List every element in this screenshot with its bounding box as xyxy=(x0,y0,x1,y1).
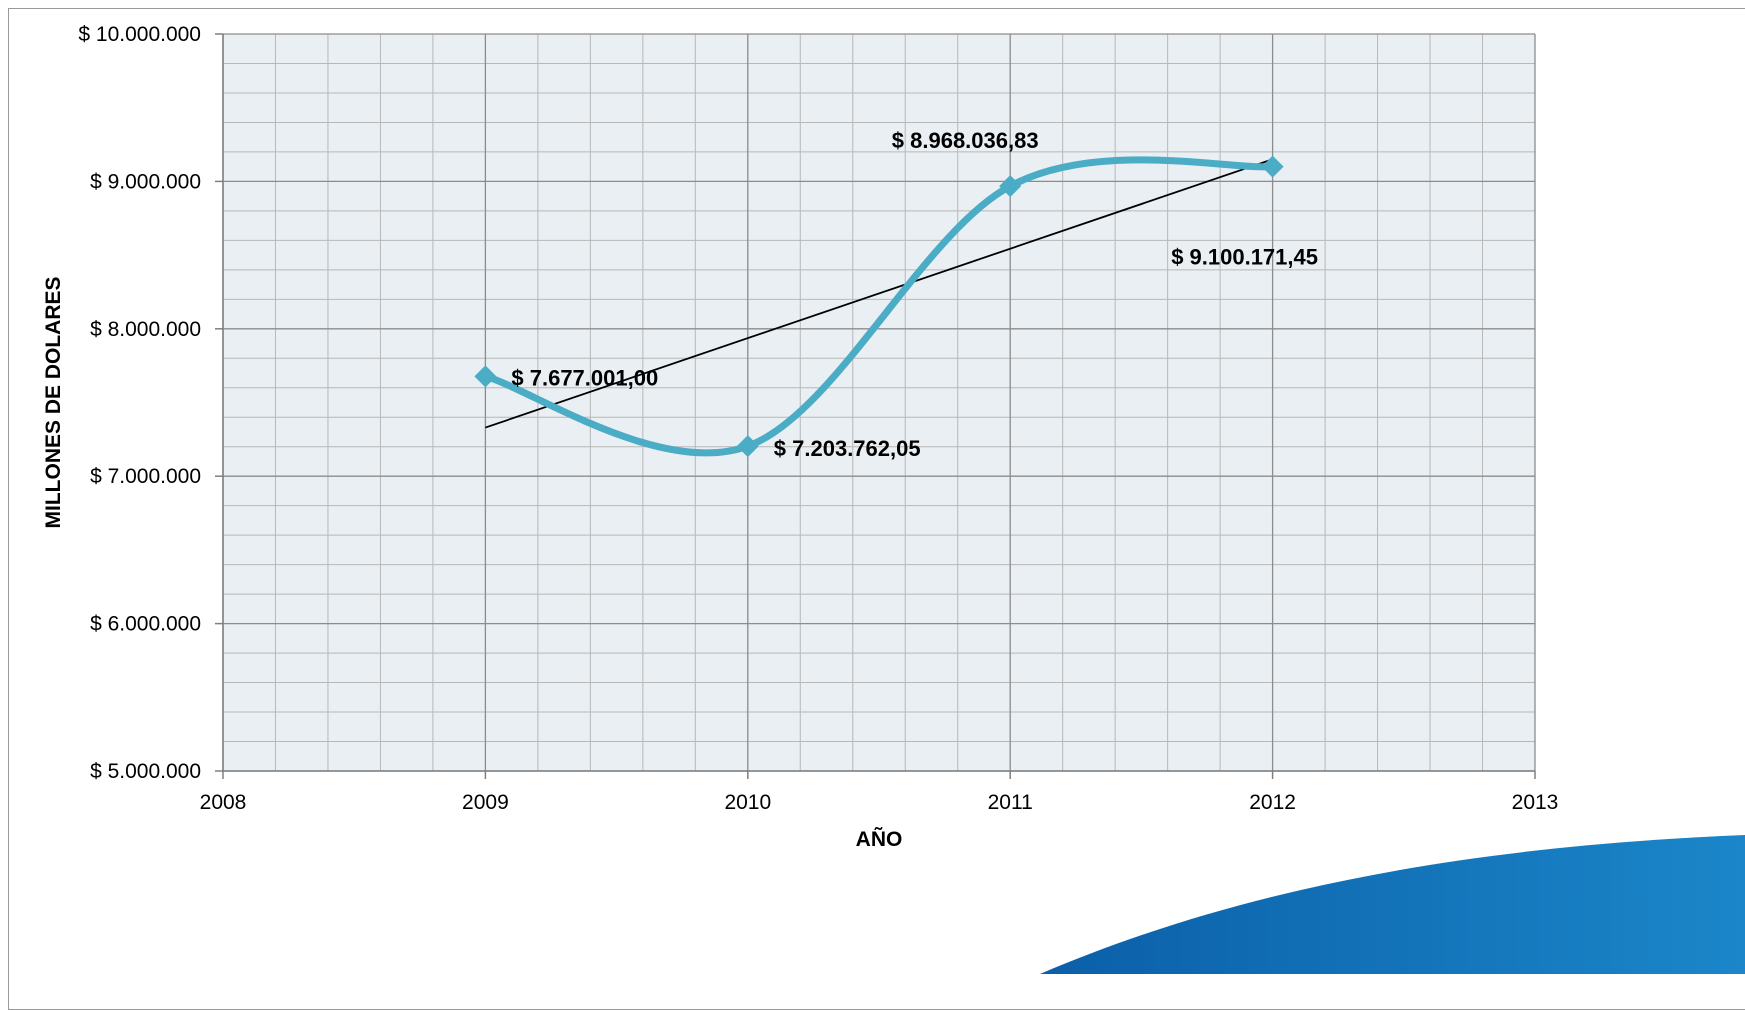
trendline-segment xyxy=(485,158,1273,429)
x-tick-label: 2008 xyxy=(200,791,247,814)
y-tick-label: $ 5.000.000 xyxy=(90,760,201,783)
data-markers xyxy=(474,155,1284,458)
x-tick-label: 2009 xyxy=(462,791,509,814)
data-labels: $ 7.677.001,00 $ 7.203.762,05 $ 8.968.036,… xyxy=(511,128,1318,461)
swoosh-shape xyxy=(1040,835,1745,974)
x-tick-label: 2011 xyxy=(988,791,1033,814)
y-axis-title: MILLONES DE DOLARES xyxy=(42,276,65,528)
data-label: $ 8.968.036,83 xyxy=(892,128,1039,153)
x-tick-label: 2010 xyxy=(724,791,771,814)
plot-area xyxy=(223,34,1535,771)
minor-gridlines xyxy=(223,34,1535,771)
data-point-marker xyxy=(1261,155,1284,178)
data-point-marker xyxy=(999,175,1022,198)
line-chart: $ 5.000.000 $ 6.000.000 $ 7.000.000 $ 8.000… xyxy=(42,23,1745,974)
y-axis-tick-labels: $ 5.000.000 $ 6.000.000 $ 7.000.000 $ 8.000… xyxy=(78,23,201,783)
data-point-marker xyxy=(736,435,759,458)
y-tick-label: $ 9.000.000 xyxy=(90,170,201,193)
data-label: $ 9.100.171,45 xyxy=(1171,245,1318,270)
x-axis-title: AÑO xyxy=(856,828,903,851)
series-path xyxy=(481,156,1277,457)
data-point-marker xyxy=(474,365,497,388)
decorative-swoosh xyxy=(1040,835,1745,974)
series-line xyxy=(481,156,1277,457)
x-tick-label: 2012 xyxy=(1249,791,1296,814)
axes xyxy=(215,33,1536,779)
x-axis-tick-labels: 2008 2009 2010 2011 2012 2013 xyxy=(200,791,1559,814)
y-tick-label: $ 10.000.000 xyxy=(78,23,201,46)
y-tick-label: $ 8.000.000 xyxy=(90,318,201,341)
y-tick-label: $ 7.000.000 xyxy=(90,465,201,488)
y-tick-label: $ 6.000.000 xyxy=(90,613,201,636)
data-label: $ 7.677.001,00 xyxy=(511,365,658,390)
data-label: $ 7.203.762,05 xyxy=(774,436,921,461)
trendline xyxy=(485,158,1273,429)
x-tick-label: 2013 xyxy=(1512,791,1559,814)
